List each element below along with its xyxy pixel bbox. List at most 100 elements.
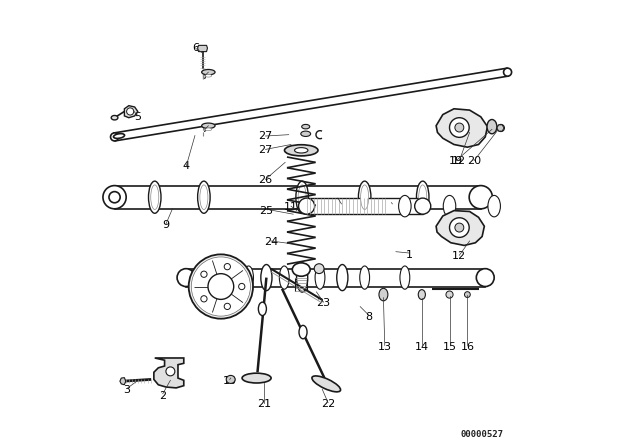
Text: 22: 22 bbox=[321, 399, 335, 409]
Ellipse shape bbox=[205, 128, 212, 131]
Circle shape bbox=[449, 218, 469, 237]
Text: 26: 26 bbox=[259, 175, 273, 185]
Text: 14: 14 bbox=[415, 342, 429, 352]
Text: 12: 12 bbox=[452, 156, 467, 167]
Ellipse shape bbox=[469, 185, 492, 209]
Ellipse shape bbox=[294, 148, 308, 153]
Ellipse shape bbox=[298, 185, 306, 210]
Circle shape bbox=[449, 118, 469, 138]
Circle shape bbox=[191, 257, 250, 316]
Text: 2: 2 bbox=[159, 391, 166, 401]
Ellipse shape bbox=[202, 123, 215, 129]
Circle shape bbox=[239, 284, 245, 290]
Text: 20: 20 bbox=[467, 156, 481, 167]
Ellipse shape bbox=[476, 269, 494, 287]
Ellipse shape bbox=[259, 302, 266, 315]
Ellipse shape bbox=[488, 195, 500, 217]
Ellipse shape bbox=[417, 181, 429, 213]
Ellipse shape bbox=[419, 185, 427, 210]
Text: 16: 16 bbox=[460, 342, 474, 352]
Circle shape bbox=[224, 263, 230, 270]
Ellipse shape bbox=[103, 185, 126, 209]
Circle shape bbox=[455, 123, 464, 132]
Circle shape bbox=[201, 296, 207, 302]
Text: 5: 5 bbox=[134, 112, 141, 122]
Ellipse shape bbox=[296, 181, 308, 213]
Polygon shape bbox=[154, 358, 184, 388]
Polygon shape bbox=[114, 68, 508, 141]
Text: 21: 21 bbox=[257, 399, 271, 409]
Ellipse shape bbox=[225, 263, 236, 292]
Polygon shape bbox=[120, 378, 125, 385]
Text: 18: 18 bbox=[385, 200, 399, 210]
Ellipse shape bbox=[299, 325, 307, 339]
Ellipse shape bbox=[292, 263, 310, 276]
Ellipse shape bbox=[301, 131, 310, 137]
Polygon shape bbox=[115, 185, 481, 209]
Text: 15: 15 bbox=[442, 342, 456, 352]
Text: 1: 1 bbox=[406, 250, 413, 260]
Ellipse shape bbox=[198, 181, 210, 213]
Polygon shape bbox=[124, 106, 138, 118]
Text: 13: 13 bbox=[378, 342, 392, 352]
Ellipse shape bbox=[111, 116, 118, 120]
Ellipse shape bbox=[279, 266, 289, 289]
Ellipse shape bbox=[296, 263, 308, 292]
Text: 27: 27 bbox=[259, 145, 273, 155]
Circle shape bbox=[201, 271, 207, 277]
Ellipse shape bbox=[504, 68, 511, 76]
Ellipse shape bbox=[177, 269, 195, 287]
Ellipse shape bbox=[111, 133, 118, 141]
Text: 3: 3 bbox=[124, 385, 131, 395]
Ellipse shape bbox=[113, 134, 125, 138]
Text: 24: 24 bbox=[264, 237, 278, 247]
Ellipse shape bbox=[244, 266, 253, 289]
Text: 25: 25 bbox=[259, 206, 273, 215]
Ellipse shape bbox=[419, 290, 426, 299]
Circle shape bbox=[224, 303, 230, 310]
Ellipse shape bbox=[200, 185, 208, 210]
Ellipse shape bbox=[497, 125, 504, 132]
Polygon shape bbox=[186, 269, 485, 287]
Ellipse shape bbox=[226, 375, 235, 383]
Ellipse shape bbox=[242, 373, 271, 383]
Text: 19: 19 bbox=[449, 156, 463, 167]
Ellipse shape bbox=[315, 266, 325, 289]
Ellipse shape bbox=[337, 264, 348, 291]
Text: 6: 6 bbox=[193, 43, 199, 52]
Ellipse shape bbox=[301, 125, 310, 129]
Ellipse shape bbox=[151, 185, 159, 210]
Text: 12: 12 bbox=[452, 251, 467, 261]
Circle shape bbox=[455, 223, 464, 232]
Ellipse shape bbox=[299, 198, 315, 214]
Ellipse shape bbox=[261, 264, 272, 291]
Ellipse shape bbox=[415, 198, 431, 214]
Ellipse shape bbox=[379, 289, 388, 301]
Text: 10: 10 bbox=[223, 376, 237, 386]
Ellipse shape bbox=[148, 181, 161, 213]
Polygon shape bbox=[307, 198, 423, 214]
Ellipse shape bbox=[312, 376, 340, 392]
Ellipse shape bbox=[314, 264, 324, 274]
Text: 17: 17 bbox=[334, 200, 349, 210]
Text: 7: 7 bbox=[201, 124, 209, 134]
Circle shape bbox=[189, 254, 253, 319]
Text: 8: 8 bbox=[365, 312, 372, 322]
Text: 00000527: 00000527 bbox=[460, 430, 503, 439]
Text: 4: 4 bbox=[182, 161, 189, 171]
Polygon shape bbox=[198, 45, 207, 52]
Polygon shape bbox=[497, 125, 504, 131]
Ellipse shape bbox=[109, 192, 120, 203]
Ellipse shape bbox=[399, 195, 411, 217]
Text: 23: 23 bbox=[317, 298, 331, 309]
Circle shape bbox=[166, 367, 175, 376]
Ellipse shape bbox=[444, 195, 456, 217]
Polygon shape bbox=[436, 109, 488, 147]
Ellipse shape bbox=[465, 292, 470, 297]
Text: 7: 7 bbox=[201, 71, 209, 81]
Circle shape bbox=[127, 108, 134, 115]
Ellipse shape bbox=[446, 291, 453, 298]
Ellipse shape bbox=[400, 266, 410, 289]
Ellipse shape bbox=[202, 69, 215, 75]
Text: 9: 9 bbox=[163, 220, 170, 230]
